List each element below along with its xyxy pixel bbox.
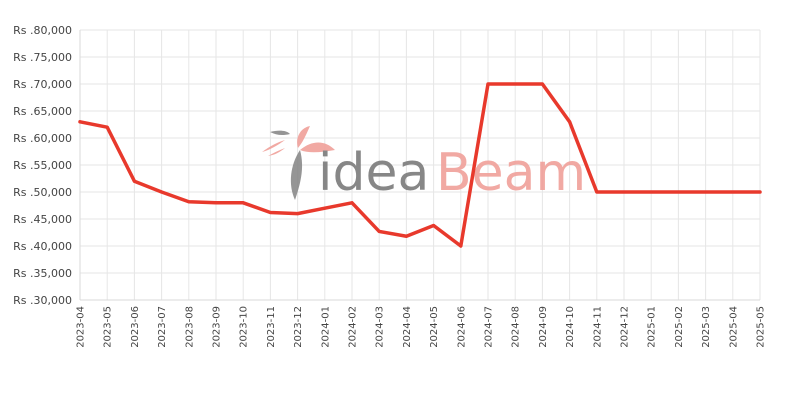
x-tick-label: 2023-04 [76, 306, 87, 348]
data-point[interactable] [268, 211, 272, 215]
x-tick-label: 2024-03 [375, 306, 386, 348]
x-tick-label: 2025-03 [701, 306, 712, 348]
y-tick-label: Rs .35,000 [13, 267, 72, 280]
y-tick-label: Rs .60,000 [13, 132, 72, 145]
data-point[interactable] [622, 190, 626, 194]
x-tick-label: 2025-01 [647, 306, 658, 348]
data-point[interactable] [350, 201, 354, 205]
data-point[interactable] [241, 201, 245, 205]
x-tick-label: 2023-11 [266, 306, 277, 348]
x-tick-label: 2025-02 [674, 306, 685, 348]
data-point[interactable] [459, 244, 463, 248]
data-point[interactable] [105, 125, 109, 129]
y-tick-label: Rs .55,000 [13, 159, 72, 172]
data-point[interactable] [540, 82, 544, 86]
data-point[interactable] [377, 229, 381, 233]
x-tick-label: 2024-07 [484, 306, 495, 348]
x-tick-label: 2024-05 [429, 306, 440, 348]
x-tick-label: 2023-06 [130, 306, 141, 348]
data-point[interactable] [731, 190, 735, 194]
data-point[interactable] [160, 190, 164, 194]
data-point[interactable] [758, 190, 762, 194]
data-point[interactable] [432, 223, 436, 227]
x-tick-label: 2024-06 [456, 306, 467, 348]
x-tick-label: 2024-04 [402, 306, 413, 348]
ideabeam-watermark: idea Beam [262, 126, 586, 203]
x-tick-label: 2024-08 [511, 306, 522, 348]
y-axis-tick-labels: Rs .30,000 Rs .35,000 Rs .40,000 Rs .45,000… [13, 24, 72, 307]
watermark-beam-text: Beam [436, 143, 586, 203]
x-tick-label: 2024-09 [538, 306, 549, 348]
x-tick-label: 2024-12 [620, 306, 631, 348]
data-point[interactable] [486, 82, 490, 86]
x-tick-label: 2023-07 [157, 306, 168, 348]
y-tick-label: Rs .40,000 [13, 240, 72, 253]
data-point[interactable] [323, 206, 327, 210]
price-series-line [78, 82, 762, 248]
x-tick-label: 2024-11 [592, 306, 603, 348]
data-point[interactable] [595, 190, 599, 194]
data-point[interactable] [513, 82, 517, 86]
data-point[interactable] [676, 190, 680, 194]
hummingbird-logo-icon [262, 126, 335, 200]
x-tick-label: 2023-10 [239, 306, 250, 348]
x-tick-label: 2025-05 [756, 306, 767, 348]
y-tick-label: Rs .50,000 [13, 186, 72, 199]
x-tick-label: 2023-12 [293, 306, 304, 348]
y-tick-label: Rs .70,000 [13, 78, 72, 91]
data-point[interactable] [296, 212, 300, 216]
axes [79, 30, 760, 301]
y-tick-label: Rs .75,000 [13, 51, 72, 64]
data-point[interactable] [568, 120, 572, 124]
data-point[interactable] [649, 190, 653, 194]
x-tick-label: 2023-08 [184, 306, 195, 348]
x-tick-label: 2024-01 [320, 306, 331, 348]
data-point[interactable] [214, 201, 218, 205]
x-tick-label: 2025-04 [728, 306, 739, 348]
watermark-idea-text: idea [318, 143, 429, 203]
x-tick-label: 2023-05 [103, 306, 114, 348]
series-group [78, 82, 762, 248]
y-tick-label: Rs .65,000 [13, 105, 72, 118]
data-point[interactable] [187, 200, 191, 204]
y-tick-label: Rs .30,000 [13, 294, 72, 307]
x-tick-label: 2024-10 [565, 306, 576, 348]
data-point[interactable] [404, 234, 408, 238]
data-point[interactable] [704, 190, 708, 194]
x-tick-label: 2023-09 [212, 306, 223, 348]
y-tick-label: Rs .80,000 [13, 24, 72, 37]
x-tick-label: 2024-02 [348, 306, 359, 348]
data-point[interactable] [78, 120, 82, 124]
y-tick-label: Rs .45,000 [13, 213, 72, 226]
x-axis-tick-labels: 2023-04 2023-05 2023-06 2023-07 2023-08 2023-… [76, 306, 767, 348]
data-point[interactable] [132, 179, 136, 183]
